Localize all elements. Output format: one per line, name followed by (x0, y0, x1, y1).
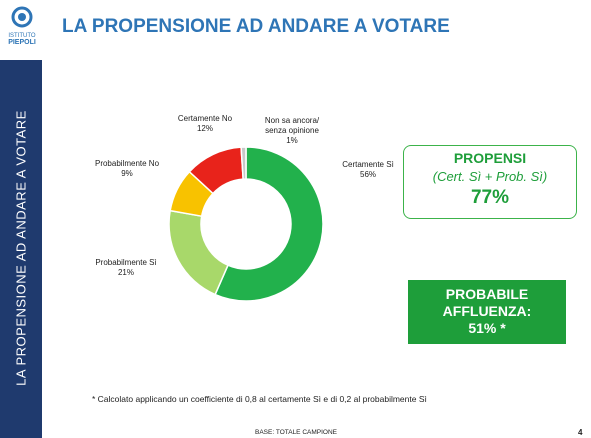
logo: ISTITUTO PIEPOLI (4, 6, 40, 46)
label: Non sa ancora/ senza opinione 1% (264, 116, 320, 145)
logo-text: PIEPOLI (8, 39, 36, 46)
sidebar (0, 60, 42, 438)
propensi-value: 77% (470, 187, 510, 208)
donut-slice (240, 146, 247, 180)
donut-slice (168, 209, 229, 296)
page-number: 4 (578, 428, 583, 437)
affluenza-text: AFFLUENZA: (442, 303, 532, 319)
affluenza-text: PROBABILE (445, 286, 529, 302)
affluenza-text: 51% * (468, 320, 506, 336)
title: LA PROPENSIONE AD ANDARE A VOTARE (62, 16, 450, 37)
label: Certamente Sì 56% (342, 160, 394, 179)
base: BASE: TOTALE CAMPIONE (255, 429, 337, 436)
propensi-box: PROPENSI (Cert. Sì + Prob. Sì) 77% (403, 145, 577, 219)
logo-text: ISTITUTO (8, 33, 36, 39)
logo-icon (11, 6, 33, 28)
label: Certamente No 12% (177, 114, 233, 133)
label: Probabilmente Sì 21% (95, 258, 157, 277)
footnote: * Calcolato applicando un coefficiente d… (92, 394, 427, 404)
affluenza-box: PROBABILE AFFLUENZA: 51% * (408, 280, 566, 344)
label: Probabilmente No 9% (94, 159, 160, 178)
donut-slice (214, 146, 324, 302)
propensi-subtitle: (Cert. Sì + Prob. Sì) (432, 169, 548, 184)
propensi-title: PROPENSI (453, 150, 527, 166)
